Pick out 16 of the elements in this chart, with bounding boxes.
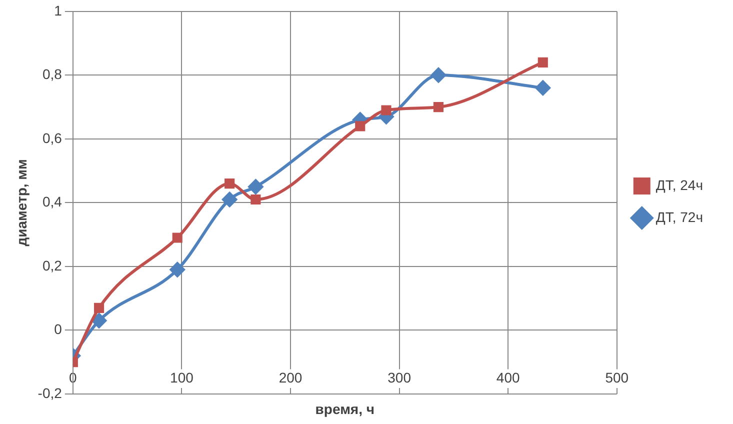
- x-tick-label: 100: [170, 369, 194, 386]
- legend-label: ДТ, 72ч: [656, 208, 704, 225]
- y-tick-label: 0,4: [42, 194, 62, 210]
- y-axis-title: диаметр, мм: [13, 159, 30, 246]
- y-tick-label: 1: [54, 2, 62, 18]
- y-tick-label: 0: [54, 321, 62, 338]
- x-tick-label: 200: [278, 369, 302, 386]
- x-tick-label: 300: [388, 369, 412, 386]
- y-tick-label: -0,2: [38, 384, 62, 401]
- y-tick-label: 0,8: [42, 66, 62, 82]
- y-tick-label: 0,6: [42, 130, 62, 146]
- x-tick-label: 400: [496, 369, 520, 386]
- x-tick-label: 500: [605, 369, 629, 386]
- x-axis-title: время, ч: [315, 400, 374, 417]
- y-tick-label: 0,2: [42, 257, 62, 274]
- legend-label: ДТ, 24ч: [656, 176, 704, 193]
